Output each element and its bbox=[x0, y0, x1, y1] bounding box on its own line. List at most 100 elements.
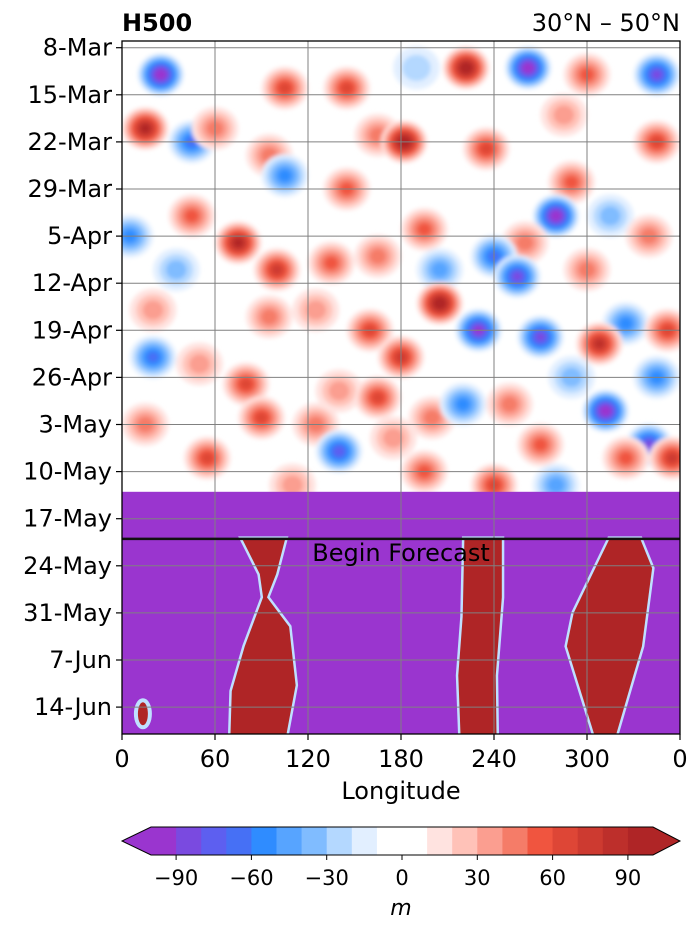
colorbar: −90 −60 −30 0 30 60 90 bbox=[120, 826, 682, 890]
field-contour bbox=[462, 64, 470, 72]
forecast-region bbox=[566, 538, 653, 734]
field-contour bbox=[240, 378, 252, 390]
colorbar-tick-label: 0 bbox=[395, 866, 408, 890]
y-tick-label: 14-Jun bbox=[34, 693, 112, 721]
field-contour bbox=[417, 223, 431, 236]
field-contour bbox=[328, 381, 350, 401]
field-contour bbox=[536, 333, 545, 341]
field-contour bbox=[185, 209, 199, 223]
y-tick-label: 29-Mar bbox=[28, 175, 113, 203]
chart-title-left: H500 bbox=[122, 9, 192, 37]
field-contour bbox=[456, 398, 470, 411]
field-contour bbox=[305, 300, 327, 320]
y-tick-label: 15-Mar bbox=[28, 81, 113, 109]
field-contour bbox=[234, 239, 243, 247]
field-contour bbox=[189, 354, 210, 374]
colorbar-swatch bbox=[527, 827, 554, 855]
field-contour bbox=[516, 235, 534, 251]
field-contour bbox=[282, 475, 303, 494]
field-contour bbox=[595, 339, 604, 348]
y-tick-label: 10-May bbox=[23, 458, 112, 486]
field-contour bbox=[402, 54, 431, 82]
field-contour bbox=[619, 317, 633, 330]
field-contour bbox=[324, 256, 338, 270]
y-tick-label: 22-Mar bbox=[28, 128, 113, 156]
field-contour bbox=[501, 396, 518, 412]
field-contour bbox=[431, 262, 448, 278]
y-tick-label: 19-Apr bbox=[32, 316, 112, 344]
forecast-region bbox=[458, 538, 502, 734]
field-contour bbox=[166, 260, 187, 280]
colorbar-swatch bbox=[427, 827, 453, 855]
field-contour bbox=[644, 440, 654, 449]
field-contour bbox=[341, 82, 353, 94]
x-tick-label: 60 bbox=[200, 745, 231, 773]
field-contour bbox=[436, 300, 444, 307]
field-contour bbox=[201, 452, 213, 464]
field-contour bbox=[533, 438, 548, 451]
field-contour bbox=[147, 352, 159, 363]
y-tick-label: 17-May bbox=[23, 505, 112, 533]
colorbar-tick-label: −90 bbox=[154, 866, 198, 890]
y-tick-label: 31-May bbox=[23, 599, 112, 627]
x-axis-label: Longitude bbox=[341, 777, 460, 805]
field-contour bbox=[547, 477, 565, 493]
field-contour bbox=[369, 248, 386, 264]
field-contour bbox=[619, 451, 633, 465]
field-contour bbox=[423, 410, 441, 426]
colorbar-swatch bbox=[552, 827, 579, 855]
colorbar-swatch bbox=[201, 827, 227, 855]
colorbar-swatch bbox=[452, 827, 478, 855]
x-tick-label: 0 bbox=[114, 745, 129, 773]
chart-title-right: 30°N – 50°N bbox=[532, 9, 680, 37]
colorbar-swatch bbox=[176, 827, 202, 855]
colorbar-swatch bbox=[502, 827, 529, 855]
y-tick-label: 5-Apr bbox=[47, 222, 112, 250]
field-contour bbox=[600, 206, 621, 226]
field-contour bbox=[157, 71, 165, 78]
colorbar-extend-high bbox=[653, 827, 680, 855]
colorbar-outline bbox=[120, 826, 682, 856]
field-contour bbox=[142, 300, 164, 320]
colorbar-extend-low bbox=[122, 827, 151, 855]
colorbar-swatch bbox=[251, 827, 278, 855]
y-tick-label: 24-May bbox=[23, 552, 112, 580]
field-contour bbox=[255, 412, 268, 423]
field-contour bbox=[602, 407, 610, 415]
x-tick-label: 120 bbox=[285, 745, 331, 773]
field-contour bbox=[480, 143, 492, 154]
colorbar-swatch bbox=[301, 827, 328, 855]
colorbar-swatch bbox=[151, 827, 177, 855]
field-contour bbox=[652, 70, 662, 79]
colorbar-swatch bbox=[577, 827, 604, 855]
forecast-region bbox=[230, 538, 296, 734]
plot-area: Begin Forecast bbox=[121, 40, 681, 735]
field-contour bbox=[552, 212, 560, 220]
x-tick-label: 240 bbox=[471, 745, 517, 773]
x-axis: 0 60 120 180 240 300 0 bbox=[114, 734, 688, 773]
field-contour bbox=[141, 124, 150, 133]
colorbar-swatch bbox=[326, 827, 353, 855]
field-contour bbox=[564, 176, 579, 189]
field-contour bbox=[334, 446, 344, 456]
colorbar-tick-label: 30 bbox=[464, 866, 491, 890]
y-tick-label: 3-May bbox=[38, 411, 112, 439]
field-contour bbox=[261, 309, 278, 325]
field-contour bbox=[513, 272, 522, 281]
field-contour bbox=[524, 64, 532, 72]
field-contour bbox=[553, 105, 575, 125]
colorbar-swatch bbox=[627, 827, 654, 855]
colorbar-swatch bbox=[477, 827, 503, 855]
field-contour bbox=[372, 392, 384, 403]
field-contour bbox=[279, 82, 291, 94]
field-contour bbox=[383, 428, 404, 448]
forecast-region bbox=[137, 702, 148, 726]
y-tick-label: 8-Mar bbox=[43, 34, 112, 62]
x-tick-label: 0 bbox=[672, 745, 687, 773]
colorbar-tick-label: 60 bbox=[539, 866, 566, 890]
field-contour bbox=[272, 265, 282, 275]
grid-lines bbox=[122, 41, 680, 734]
x-tick-label: 180 bbox=[378, 745, 424, 773]
